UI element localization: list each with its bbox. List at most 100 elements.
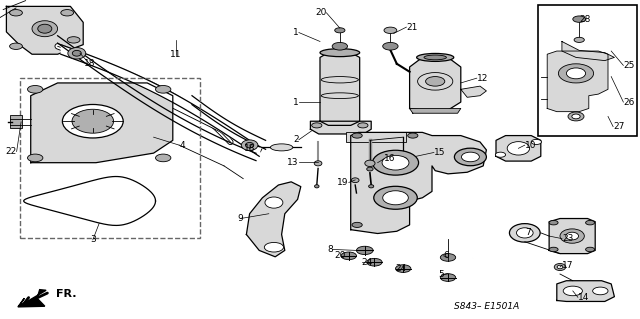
Circle shape (549, 220, 558, 225)
Ellipse shape (72, 50, 81, 56)
Text: 15: 15 (434, 148, 445, 157)
Text: 5: 5 (439, 271, 444, 279)
Circle shape (440, 274, 456, 281)
Circle shape (586, 247, 595, 252)
Ellipse shape (72, 109, 114, 133)
Ellipse shape (554, 263, 566, 271)
Polygon shape (557, 281, 614, 301)
Circle shape (440, 254, 456, 261)
Circle shape (593, 287, 608, 295)
Circle shape (574, 37, 584, 42)
Polygon shape (320, 53, 360, 125)
Ellipse shape (560, 229, 584, 243)
Text: 7: 7 (525, 228, 531, 237)
Polygon shape (549, 219, 595, 254)
Text: 20: 20 (334, 251, 346, 260)
Ellipse shape (568, 112, 584, 121)
Circle shape (352, 133, 362, 138)
Bar (20, 78, 200, 238)
Ellipse shape (461, 152, 479, 162)
Polygon shape (410, 57, 461, 110)
Ellipse shape (509, 224, 540, 242)
Polygon shape (562, 41, 614, 61)
Ellipse shape (382, 155, 409, 170)
Circle shape (408, 133, 418, 138)
Circle shape (28, 154, 43, 162)
Text: 11: 11 (170, 50, 182, 59)
Circle shape (367, 258, 382, 266)
Circle shape (586, 220, 595, 225)
Circle shape (549, 247, 558, 252)
Bar (538, 5, 637, 136)
Circle shape (573, 16, 586, 22)
Circle shape (356, 246, 373, 255)
Polygon shape (6, 6, 83, 54)
Polygon shape (351, 132, 486, 234)
Text: 12: 12 (477, 74, 488, 83)
Ellipse shape (365, 160, 375, 167)
Text: 17: 17 (562, 261, 573, 270)
Polygon shape (461, 86, 486, 97)
Polygon shape (547, 51, 608, 112)
Polygon shape (31, 83, 173, 163)
Text: 21: 21 (406, 23, 418, 32)
Ellipse shape (271, 144, 293, 151)
Text: 27: 27 (613, 122, 625, 131)
Circle shape (383, 42, 398, 50)
Text: S843– E1501A: S843– E1501A (454, 302, 519, 311)
Bar (10, 115, 22, 128)
Ellipse shape (369, 185, 374, 188)
Polygon shape (310, 121, 371, 134)
Text: 22: 22 (5, 147, 17, 156)
Circle shape (495, 152, 506, 157)
Text: 24: 24 (396, 264, 407, 273)
Circle shape (396, 265, 411, 272)
Ellipse shape (314, 161, 322, 166)
Ellipse shape (320, 48, 360, 57)
Ellipse shape (246, 142, 254, 148)
Bar (346, 132, 406, 142)
Circle shape (341, 252, 356, 260)
Circle shape (352, 222, 362, 227)
Ellipse shape (558, 64, 594, 83)
Text: 9: 9 (238, 214, 243, 223)
Ellipse shape (454, 148, 486, 166)
Ellipse shape (566, 232, 579, 240)
Ellipse shape (508, 142, 530, 155)
Circle shape (10, 10, 22, 16)
Circle shape (358, 123, 368, 128)
Text: 18: 18 (244, 144, 255, 153)
Circle shape (531, 139, 541, 145)
Ellipse shape (63, 104, 123, 138)
Ellipse shape (367, 167, 373, 171)
Ellipse shape (32, 21, 58, 37)
Text: 4: 4 (179, 141, 185, 150)
Text: 10: 10 (525, 141, 536, 150)
Text: 24: 24 (362, 258, 373, 267)
Circle shape (28, 85, 43, 93)
Circle shape (61, 10, 74, 16)
Ellipse shape (417, 54, 454, 62)
Ellipse shape (351, 178, 359, 183)
Circle shape (312, 123, 322, 128)
Text: 14: 14 (578, 293, 589, 302)
Polygon shape (246, 182, 301, 257)
Ellipse shape (374, 186, 417, 209)
Text: 16: 16 (384, 154, 396, 163)
Text: 19: 19 (337, 178, 349, 187)
Text: 8: 8 (327, 245, 333, 254)
Circle shape (156, 154, 171, 162)
Ellipse shape (383, 191, 408, 205)
Text: 13: 13 (287, 158, 299, 167)
Polygon shape (496, 136, 541, 161)
Ellipse shape (68, 48, 86, 59)
Circle shape (10, 43, 22, 49)
Circle shape (335, 28, 345, 33)
Polygon shape (18, 290, 46, 307)
Circle shape (563, 286, 582, 296)
Ellipse shape (426, 77, 445, 86)
Circle shape (384, 27, 397, 33)
Text: 1: 1 (293, 28, 299, 37)
Text: 25: 25 (623, 61, 635, 70)
Text: 3: 3 (90, 235, 95, 244)
